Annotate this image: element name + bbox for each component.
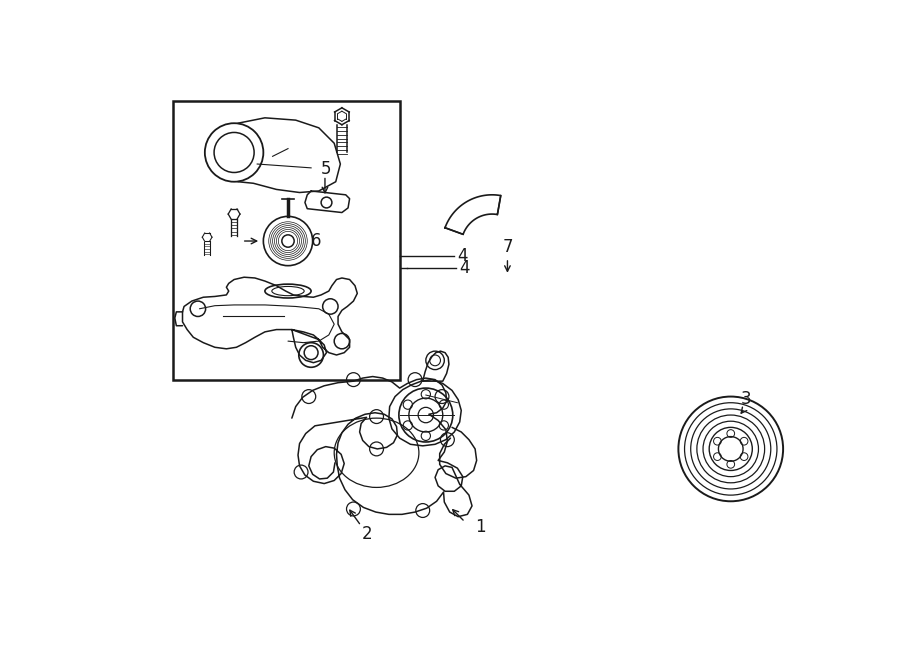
- Text: 6: 6: [311, 232, 321, 250]
- Text: 3: 3: [741, 390, 751, 408]
- Text: 4: 4: [460, 259, 470, 277]
- Text: 1: 1: [475, 518, 486, 537]
- Text: 4: 4: [457, 247, 468, 266]
- Text: 5: 5: [321, 161, 332, 178]
- Text: 2: 2: [362, 525, 373, 543]
- Text: 7: 7: [502, 238, 513, 256]
- Bar: [173, 101, 400, 379]
